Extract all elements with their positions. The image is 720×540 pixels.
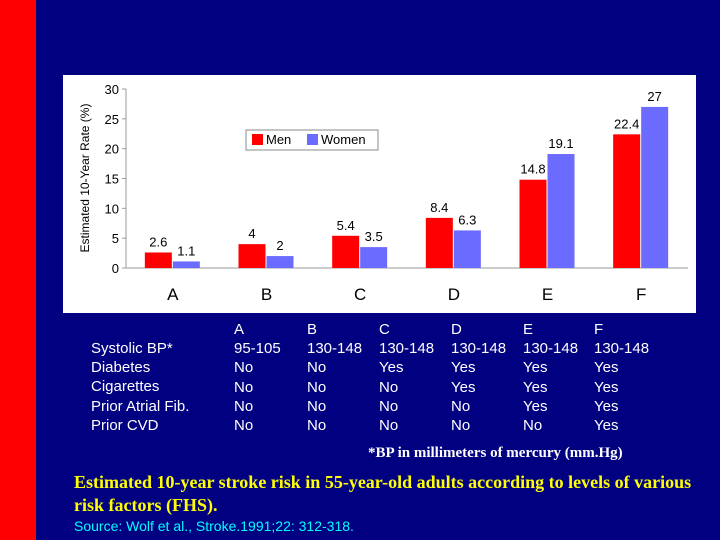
table-column-b: B 130-148 No No No No — [307, 320, 362, 435]
data-label-women-d: 6.3 — [458, 212, 476, 227]
column-header: A — [234, 321, 245, 338]
x-tick-label: D — [448, 285, 460, 304]
footnote: *BP in millimeters of mercury (mm.Hg) — [368, 445, 623, 461]
legend-swatch-women — [307, 134, 318, 145]
column-header: D — [451, 321, 462, 338]
table-cell: No — [451, 417, 471, 435]
row-label: Diabetes — [91, 359, 151, 377]
table-cell: No — [379, 417, 399, 435]
y-tick-label: 30 — [105, 82, 119, 97]
y-tick-label: 15 — [105, 172, 119, 187]
table-cell: No — [307, 397, 327, 415]
table-column-a: A 95-105 No No No No — [234, 320, 281, 435]
row-label: Cigarettes — [91, 378, 160, 396]
table-cell: No — [523, 417, 543, 435]
data-label-women-e: 19.1 — [548, 136, 573, 151]
column-header: E — [523, 321, 534, 338]
row-labels: Systolic BP* Diabetes Cigarettes Prior A… — [91, 339, 189, 435]
table-cell: Yes — [451, 378, 476, 396]
table-cell: 130-148 — [307, 340, 363, 358]
data-label-men-a: 2.6 — [149, 234, 167, 249]
y-tick-label: 25 — [105, 112, 119, 127]
data-label-men-f: 22.4 — [614, 116, 639, 131]
table-cell: No — [234, 378, 254, 396]
data-label-women-f: 27 — [647, 89, 661, 104]
bar-women-a — [172, 261, 200, 268]
table-cell: No — [234, 417, 254, 435]
bar-men-a — [144, 252, 172, 268]
bar-women-f — [641, 106, 669, 269]
y-tick-label: 0 — [112, 261, 119, 276]
data-label-women-b: 2 — [276, 238, 283, 253]
table-column-f: F 130-148 Yes Yes Yes Yes — [594, 320, 649, 435]
table-cell: Yes — [451, 359, 476, 377]
row-label: Prior Atrial Fib. — [91, 397, 190, 415]
table-cell: No — [307, 359, 327, 377]
y-axis-label: Estimated 10-Year Rate (%) — [78, 104, 92, 253]
table-cell: Yes — [594, 359, 619, 377]
bar-men-d — [425, 217, 453, 268]
bar-men-c — [332, 235, 360, 268]
legend-swatch-men — [252, 134, 263, 145]
y-tick-label: 20 — [105, 142, 119, 157]
source-citation: Source: Wolf et al., Stroke.1991;22: 312… — [74, 518, 354, 534]
table-cell: 130-148 — [451, 340, 507, 358]
data-label-women-a: 1.1 — [177, 243, 195, 258]
table-cell: Yes — [523, 378, 548, 396]
bar-women-d — [453, 230, 481, 268]
table-column-d: D 130-148 Yes Yes No No — [451, 320, 506, 435]
table-cell: No — [234, 359, 254, 377]
chart-panel — [63, 75, 696, 313]
legend-label-women: Women — [321, 132, 366, 147]
table-cell: 130-148 — [379, 340, 435, 358]
table-cell: Yes — [379, 359, 404, 377]
column-header: B — [307, 321, 318, 338]
table-cell: No — [307, 378, 327, 396]
table-cell: 130-148 — [594, 340, 650, 358]
bar-men-b — [238, 244, 266, 268]
table-cell: Yes — [523, 397, 548, 415]
data-label-men-e: 14.8 — [520, 162, 545, 177]
legend-label-men: Men — [266, 132, 291, 147]
table-column-c: C 130-148 Yes No No No — [379, 320, 434, 435]
table-cell: Yes — [594, 397, 619, 415]
x-tick-label: A — [167, 285, 179, 304]
table-cell: Yes — [523, 359, 548, 377]
left-accent-bar — [0, 0, 36, 540]
table-cell: No — [451, 397, 471, 415]
data-label-men-c: 5.4 — [337, 218, 355, 233]
row-label: Systolic BP* — [91, 340, 173, 357]
table-cell: Yes — [594, 417, 619, 435]
caption: Estimated 10-year stroke risk in 55-year… — [74, 472, 692, 515]
table-cell: No — [379, 378, 399, 396]
y-tick-label: 5 — [112, 231, 119, 246]
y-tick-label: 10 — [105, 201, 119, 216]
bar-women-e — [547, 154, 575, 268]
bar-men-e — [519, 179, 547, 268]
bar-men-f — [613, 134, 641, 268]
table-cell: Yes — [594, 378, 619, 396]
legend: Men Women — [245, 129, 379, 151]
column-header: C — [379, 321, 390, 338]
table-cell: No — [379, 397, 399, 415]
table-cell: No — [307, 417, 327, 435]
x-tick-label: F — [636, 285, 646, 304]
table-cell: 130-148 — [523, 340, 579, 358]
table-cell: 95-105 — [234, 340, 281, 358]
x-tick-label: B — [261, 285, 272, 304]
data-label-men-d: 8.4 — [430, 200, 448, 215]
table-cell: No — [234, 397, 254, 415]
bar-women-c — [360, 247, 388, 268]
x-tick-label: E — [542, 285, 553, 304]
x-tick-label: C — [354, 285, 366, 304]
row-label: Prior CVD — [91, 416, 159, 434]
bar-chart: Estimated 10-Year Rate (%) 051015202530 … — [78, 82, 688, 304]
column-header: F — [594, 321, 604, 338]
table-column-e: E 130-148 Yes Yes Yes No — [523, 320, 578, 435]
data-label-women-c: 3.5 — [365, 229, 383, 244]
bar-women-b — [266, 256, 294, 268]
data-label-men-b: 4 — [248, 226, 255, 241]
